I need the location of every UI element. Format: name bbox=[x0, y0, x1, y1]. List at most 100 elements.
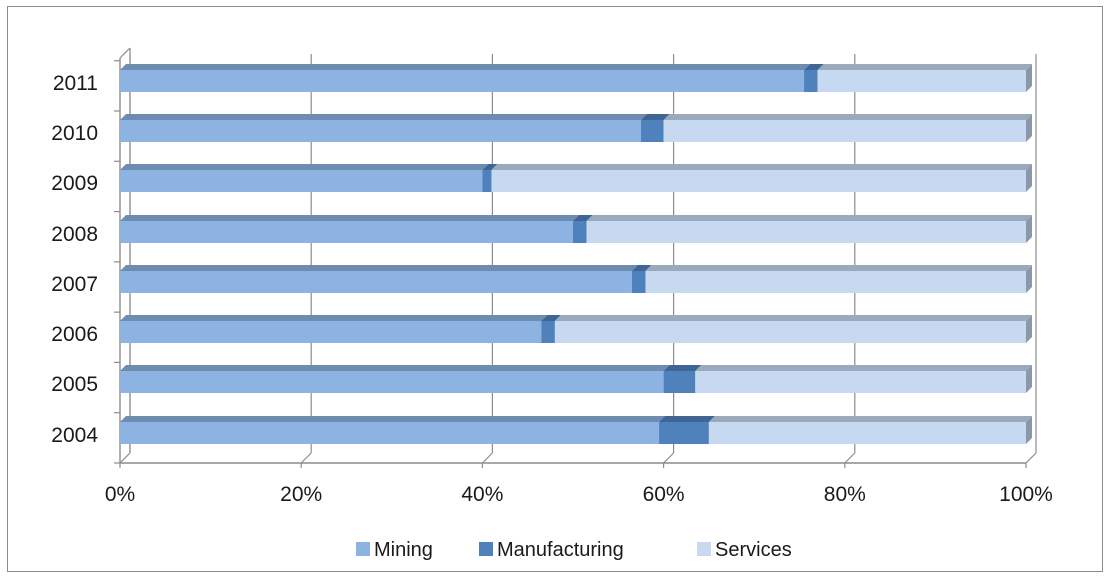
y-axis-top-edge bbox=[119, 47, 131, 59]
bar-side-services-2006 bbox=[1026, 315, 1032, 343]
bar-front-mining-2011 bbox=[120, 70, 805, 92]
bar-segment-mining-2007 bbox=[120, 265, 638, 293]
bar-segment-services-2011 bbox=[817, 64, 1032, 92]
bar-top-services-2010 bbox=[663, 114, 1032, 120]
bar-segment-mining-2011 bbox=[120, 64, 811, 92]
bar-top-services-2004 bbox=[708, 416, 1032, 422]
bar-segment-mining-2005 bbox=[120, 365, 670, 393]
bar-top-manufacturing-2004 bbox=[659, 416, 715, 422]
y-tick-label-2009: 2009 bbox=[51, 172, 98, 195]
legend-label-mining: Mining bbox=[374, 539, 433, 561]
bar-front-mining-2008 bbox=[120, 221, 573, 243]
y-tick-label-2010: 2010 bbox=[51, 122, 98, 145]
bar-front-services-2005 bbox=[695, 371, 1026, 393]
bar-front-mining-2004 bbox=[120, 422, 660, 444]
bar-top-services-2008 bbox=[586, 215, 1032, 221]
bar-segment-mining-2006 bbox=[120, 315, 548, 343]
legend-label-services: Services bbox=[715, 539, 792, 561]
bar-top-mining-2011 bbox=[120, 64, 811, 70]
bar-top-manufacturing-2011 bbox=[804, 64, 824, 70]
x-tick-labels: 0% 20% 40% 60% 80% 100% bbox=[105, 483, 1053, 506]
x-tick-label: 0% bbox=[105, 483, 135, 506]
bar-top-manufacturing-2005 bbox=[663, 365, 702, 371]
x-tick-label: 80% bbox=[824, 483, 866, 506]
bar-segment-mining-2009 bbox=[120, 164, 489, 192]
legend-item-manufacturing: Manufacturing bbox=[479, 539, 624, 561]
bar-segment-manufacturing-2011 bbox=[804, 64, 824, 92]
bar-top-services-2007 bbox=[645, 265, 1032, 271]
y-tick-label-2008: 2008 bbox=[51, 223, 98, 246]
y-tick-label-2004: 2004 bbox=[51, 424, 98, 447]
bar-top-services-2006 bbox=[554, 315, 1032, 321]
legend-item-mining: Mining bbox=[356, 539, 433, 561]
floor-gridline bbox=[1025, 452, 1037, 464]
legend-label-manufacturing: Manufacturing bbox=[497, 539, 624, 561]
bar-segment-services-2010 bbox=[663, 114, 1032, 142]
bar-front-manufacturing-2010 bbox=[640, 120, 664, 142]
bar-front-mining-2010 bbox=[120, 120, 641, 142]
bar-side-services-2011 bbox=[1026, 64, 1032, 92]
y-tick-label-2011: 2011 bbox=[53, 72, 98, 95]
bar-front-services-2011 bbox=[817, 70, 1026, 92]
bar-top-mining-2004 bbox=[120, 416, 666, 422]
bar-front-manufacturing-2006 bbox=[541, 321, 555, 343]
legend-swatch-mining bbox=[356, 542, 370, 556]
bar-segment-services-2006 bbox=[554, 315, 1032, 343]
bar-front-services-2007 bbox=[645, 271, 1026, 293]
floor-gridline bbox=[300, 452, 312, 464]
bar-side-services-2004 bbox=[1026, 416, 1032, 444]
bar-side-services-2009 bbox=[1026, 164, 1032, 192]
bar-side-services-2005 bbox=[1026, 365, 1032, 393]
bar-top-services-2011 bbox=[817, 64, 1032, 70]
bar-top-manufacturing-2008 bbox=[573, 215, 593, 221]
bar-segment-services-2005 bbox=[695, 365, 1032, 393]
bar-front-manufacturing-2008 bbox=[573, 221, 587, 243]
x-tick-label: 20% bbox=[280, 483, 322, 506]
bar-top-mining-2006 bbox=[120, 315, 548, 321]
bar-top-services-2005 bbox=[695, 365, 1032, 371]
bar-segment-manufacturing-2008 bbox=[573, 215, 593, 243]
bar-front-manufacturing-2005 bbox=[663, 371, 696, 393]
bar-top-mining-2010 bbox=[120, 114, 647, 120]
axes bbox=[114, 47, 1027, 468]
y-tick-label-2007: 2007 bbox=[51, 273, 98, 296]
bar-top-manufacturing-2009 bbox=[482, 164, 498, 170]
bar-segment-services-2008 bbox=[586, 215, 1032, 243]
bar-front-manufacturing-2007 bbox=[631, 271, 646, 293]
bar-front-manufacturing-2009 bbox=[482, 170, 492, 192]
bar-segment-mining-2004 bbox=[120, 416, 666, 444]
bar-segment-manufacturing-2007 bbox=[631, 265, 652, 293]
x-tick-label: 100% bbox=[999, 483, 1053, 506]
bar-front-mining-2007 bbox=[120, 271, 632, 293]
y-tick-labels: 2004 2005 2006 2007 2008 2009 2010 2011 bbox=[51, 72, 98, 447]
x-tick-label: 60% bbox=[643, 483, 685, 506]
floor-gridline bbox=[119, 452, 131, 464]
bar-segment-mining-2010 bbox=[120, 114, 647, 142]
bar-segment-manufacturing-2006 bbox=[541, 315, 561, 343]
bar-segment-services-2009 bbox=[491, 164, 1033, 192]
y-tick-label-2006: 2006 bbox=[51, 323, 98, 346]
bar-front-manufacturing-2004 bbox=[659, 422, 709, 444]
bar-front-mining-2005 bbox=[120, 371, 664, 393]
bar-front-services-2004 bbox=[708, 422, 1026, 444]
bar-top-manufacturing-2006 bbox=[541, 315, 561, 321]
bar-top-mining-2005 bbox=[120, 365, 670, 371]
y-tick-label-2005: 2005 bbox=[51, 373, 98, 396]
bar-top-mining-2008 bbox=[120, 215, 579, 221]
bar-side-services-2010 bbox=[1026, 114, 1032, 142]
bars bbox=[120, 64, 1033, 444]
bar-segment-manufacturing-2010 bbox=[640, 114, 670, 142]
legend-item-services: Services bbox=[697, 539, 792, 561]
bar-segment-manufacturing-2009 bbox=[482, 164, 498, 192]
bar-side-services-2007 bbox=[1026, 265, 1032, 293]
bar-front-services-2006 bbox=[554, 321, 1026, 343]
bar-segment-services-2004 bbox=[708, 416, 1032, 444]
bar-segment-manufacturing-2004 bbox=[659, 416, 715, 444]
bar-top-services-2009 bbox=[491, 164, 1033, 170]
floor-gridline bbox=[663, 452, 675, 464]
bar-top-manufacturing-2010 bbox=[640, 114, 670, 120]
bar-side-services-2008 bbox=[1026, 215, 1032, 243]
bar-segment-manufacturing-2005 bbox=[663, 365, 702, 393]
bar-front-mining-2009 bbox=[120, 170, 483, 192]
floor-gridline bbox=[481, 452, 493, 464]
